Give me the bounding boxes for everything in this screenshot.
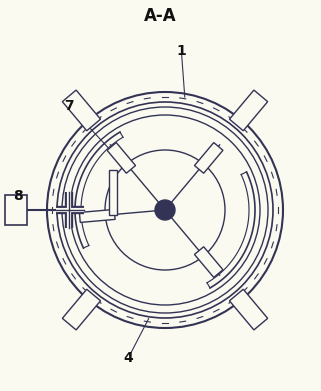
Text: 7: 7 <box>64 99 74 113</box>
Bar <box>5 195 27 225</box>
Polygon shape <box>109 170 117 215</box>
Text: 1: 1 <box>177 44 186 58</box>
Circle shape <box>155 200 175 220</box>
Text: 4: 4 <box>124 351 133 365</box>
Text: A-A: A-A <box>144 7 177 25</box>
Polygon shape <box>230 90 268 131</box>
Polygon shape <box>195 247 223 278</box>
Polygon shape <box>62 90 100 131</box>
Polygon shape <box>107 143 135 173</box>
Polygon shape <box>62 289 100 330</box>
Polygon shape <box>79 210 115 222</box>
Polygon shape <box>195 143 223 173</box>
Polygon shape <box>230 289 268 330</box>
Text: 8: 8 <box>13 188 22 203</box>
